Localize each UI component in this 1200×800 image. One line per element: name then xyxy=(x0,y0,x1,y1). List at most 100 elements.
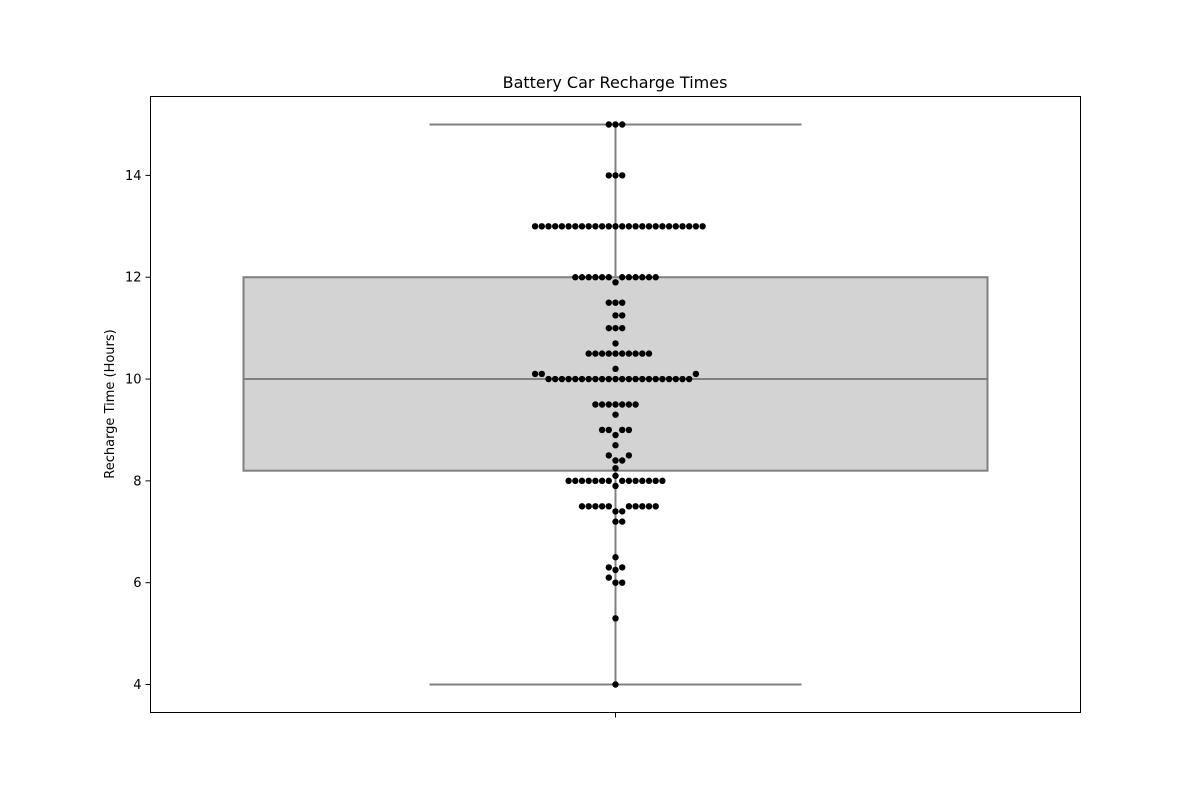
swarm-point xyxy=(659,223,666,230)
swarm-point xyxy=(558,375,566,383)
y-tick-label: 4 xyxy=(133,678,141,693)
swarm-point xyxy=(592,350,599,357)
swarm-point xyxy=(619,508,626,515)
swarm-point xyxy=(531,370,539,378)
swarm-point xyxy=(605,574,612,581)
swarm-point xyxy=(645,223,653,230)
swarm-point xyxy=(598,477,606,485)
swarm-point xyxy=(592,274,599,281)
swarm-point xyxy=(619,457,626,464)
swarm-point xyxy=(552,375,559,383)
swarm-point xyxy=(619,274,626,281)
swarm-point xyxy=(565,477,572,485)
swarm-point xyxy=(625,223,633,230)
swarm-point xyxy=(572,274,579,281)
swarm-point xyxy=(605,503,612,510)
swarm-point xyxy=(585,375,592,383)
iqr-box xyxy=(242,276,989,472)
swarm-point xyxy=(605,121,612,128)
swarm-point xyxy=(659,477,666,485)
swarm-point xyxy=(605,223,612,230)
swarm-point xyxy=(612,579,619,586)
swarm-point xyxy=(578,223,586,230)
swarm-point xyxy=(686,375,693,383)
swarm-point xyxy=(612,375,619,383)
swarm-point xyxy=(612,121,619,128)
swarm-point xyxy=(578,477,586,485)
swarm-point xyxy=(672,223,679,230)
swarm-point xyxy=(632,223,639,230)
swarm-point xyxy=(585,477,592,485)
swarm-points xyxy=(531,121,706,688)
swarm-point xyxy=(558,223,566,230)
y-tick-label: 10 xyxy=(125,373,142,388)
swarm-point xyxy=(639,274,646,281)
swarm-point xyxy=(625,401,633,408)
swarm-point xyxy=(665,375,673,383)
swarm-point xyxy=(585,274,592,281)
swarm-point xyxy=(612,554,619,561)
swarm-point xyxy=(679,223,686,230)
swarm-point xyxy=(605,350,612,357)
swarm-point xyxy=(632,350,639,357)
swarm-point xyxy=(652,503,659,510)
swarm-point xyxy=(639,477,646,485)
swarm-point xyxy=(585,350,592,357)
swarm-point xyxy=(598,223,606,230)
swarm-point xyxy=(612,442,619,449)
swarm-point xyxy=(625,274,633,281)
swarm-point xyxy=(632,477,639,485)
swarm-point xyxy=(619,579,626,586)
swarm-point xyxy=(619,426,626,434)
swarm-point xyxy=(619,375,626,383)
swarm-point xyxy=(612,312,619,319)
swarm-point xyxy=(692,223,700,230)
swarm-point xyxy=(612,431,619,439)
swarm-point xyxy=(612,508,619,515)
chart-title: Battery Car Recharge Times xyxy=(503,73,728,92)
swarm-point xyxy=(598,401,606,408)
swarm-point xyxy=(639,350,646,357)
swarm-point xyxy=(652,223,659,230)
swarm-point xyxy=(612,401,619,408)
swarm-point xyxy=(612,566,619,574)
swarm-point xyxy=(645,477,653,485)
swarm-point xyxy=(625,426,633,434)
swarm-point xyxy=(612,340,619,347)
swarm-point xyxy=(625,350,633,357)
swarm-point xyxy=(605,426,612,434)
swarm-point xyxy=(645,274,653,281)
swarm-point xyxy=(632,401,639,408)
swarm-point xyxy=(632,375,639,383)
swarm-point xyxy=(612,172,619,179)
swarm-point xyxy=(572,223,579,230)
swarm-point xyxy=(612,324,619,332)
y-tick-label: 14 xyxy=(125,169,142,184)
swarm-point xyxy=(592,401,599,408)
swarm-point xyxy=(612,681,619,688)
swarm-point xyxy=(531,223,539,230)
swarm-point xyxy=(619,477,626,485)
swarm-point xyxy=(619,312,626,319)
plot-area-frame xyxy=(150,96,1081,713)
swarm-point xyxy=(612,299,619,306)
swarm-point xyxy=(686,223,693,230)
swarm-point xyxy=(632,503,639,510)
swarm-point xyxy=(619,518,626,525)
swarm-point xyxy=(612,365,619,373)
swarm-point xyxy=(619,172,626,179)
swarm-point xyxy=(612,279,619,286)
swarm-point xyxy=(692,370,700,378)
swarm-point xyxy=(699,223,706,230)
swarm-point xyxy=(652,274,659,281)
swarm-point xyxy=(619,401,626,408)
swarm-point xyxy=(598,426,606,434)
swarm-point xyxy=(612,482,619,490)
swarm-point xyxy=(619,350,626,357)
swarm-point xyxy=(625,375,633,383)
swarm-point xyxy=(578,375,586,383)
swarm-point xyxy=(652,375,659,383)
swarm-point xyxy=(552,223,559,230)
swarm-point xyxy=(632,274,639,281)
